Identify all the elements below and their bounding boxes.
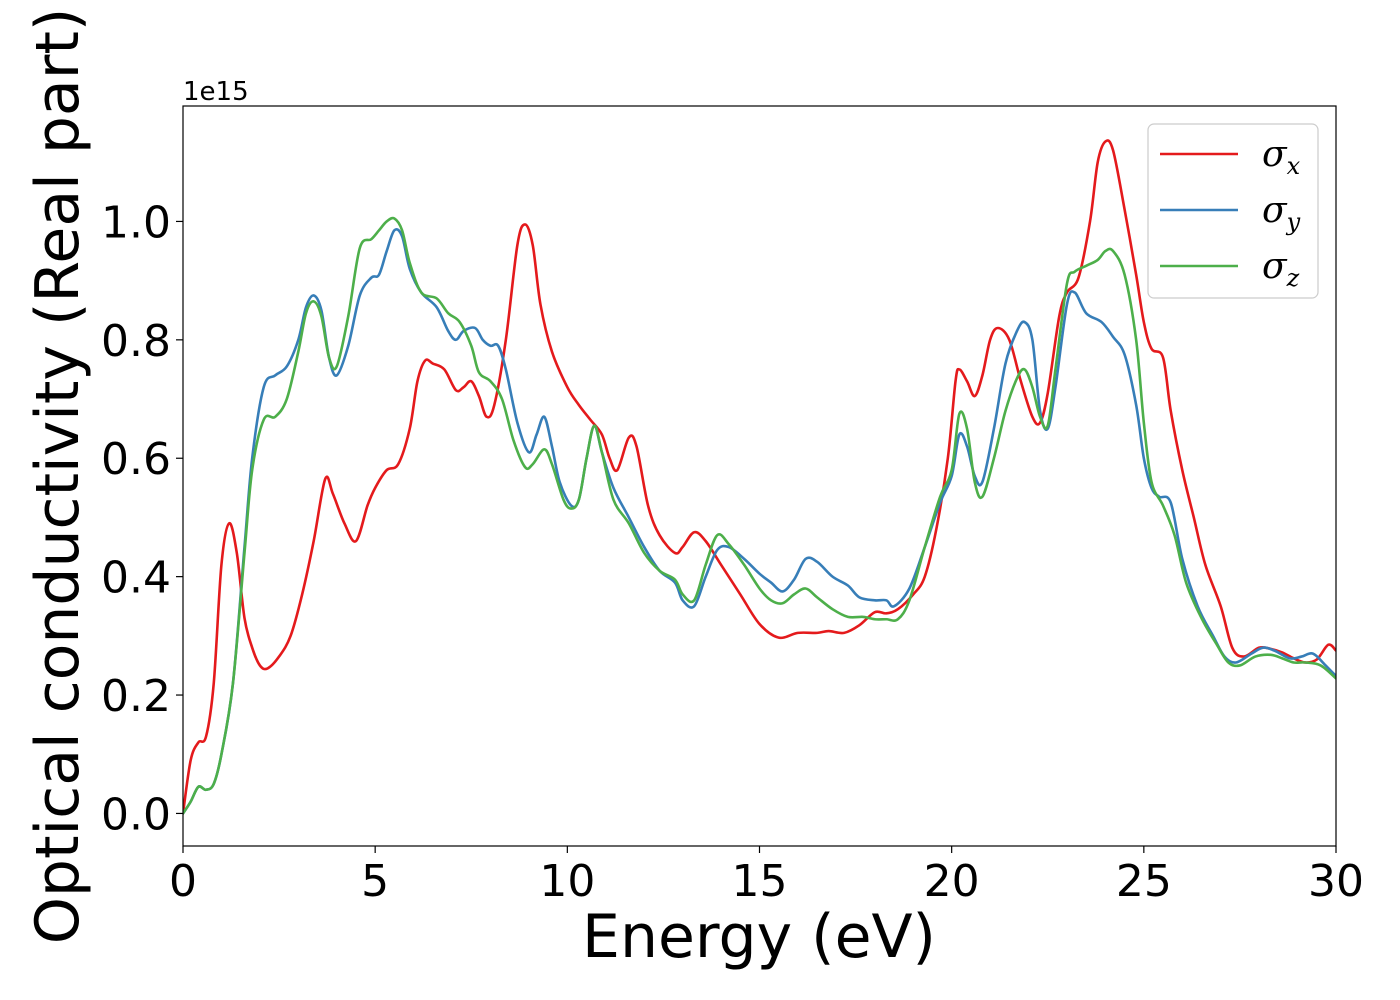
y-tick-label: 1.0: [101, 197, 171, 248]
y-tick-label: 0.8: [101, 316, 171, 367]
x-tick-label: 5: [361, 856, 389, 907]
legend-label-sigma-x: σx: [1262, 134, 1301, 180]
series-line-sigma-y: [183, 228, 1336, 815]
x-tick-label: 20: [924, 856, 980, 907]
series-line-sigma-x: [183, 139, 1336, 815]
y-tick-label: 0.4: [101, 553, 171, 604]
x-axis-label: Energy (eV): [582, 902, 936, 972]
x-axis-ticks: 0 5 10 15 20 25 30: [169, 846, 1364, 907]
y-offset-label: 1e15: [183, 77, 249, 107]
y-axis-label: Optical conductivity (Real part): [23, 8, 93, 945]
legend: σx σy σz: [1147, 123, 1319, 299]
plot-area: [183, 106, 1336, 846]
y-tick-label: 0.6: [101, 434, 171, 485]
series-line-sigma-z: [183, 216, 1336, 815]
series-layer: [183, 139, 1336, 815]
legend-label-sigma-z: σz: [1262, 246, 1300, 292]
legend-label-sigma-y: σy: [1262, 190, 1301, 236]
y-tick-label: 0.0: [101, 789, 171, 840]
x-tick-label: 0: [169, 856, 197, 907]
y-tick-label: 0.2: [101, 671, 171, 722]
y-axis-ticks: 0.0 0.2 0.4 0.6 0.8 1.0: [101, 197, 183, 840]
x-tick-label: 15: [732, 856, 788, 907]
x-tick-label: 10: [539, 856, 595, 907]
x-tick-label: 25: [1116, 856, 1172, 907]
x-tick-label: 30: [1308, 856, 1364, 907]
